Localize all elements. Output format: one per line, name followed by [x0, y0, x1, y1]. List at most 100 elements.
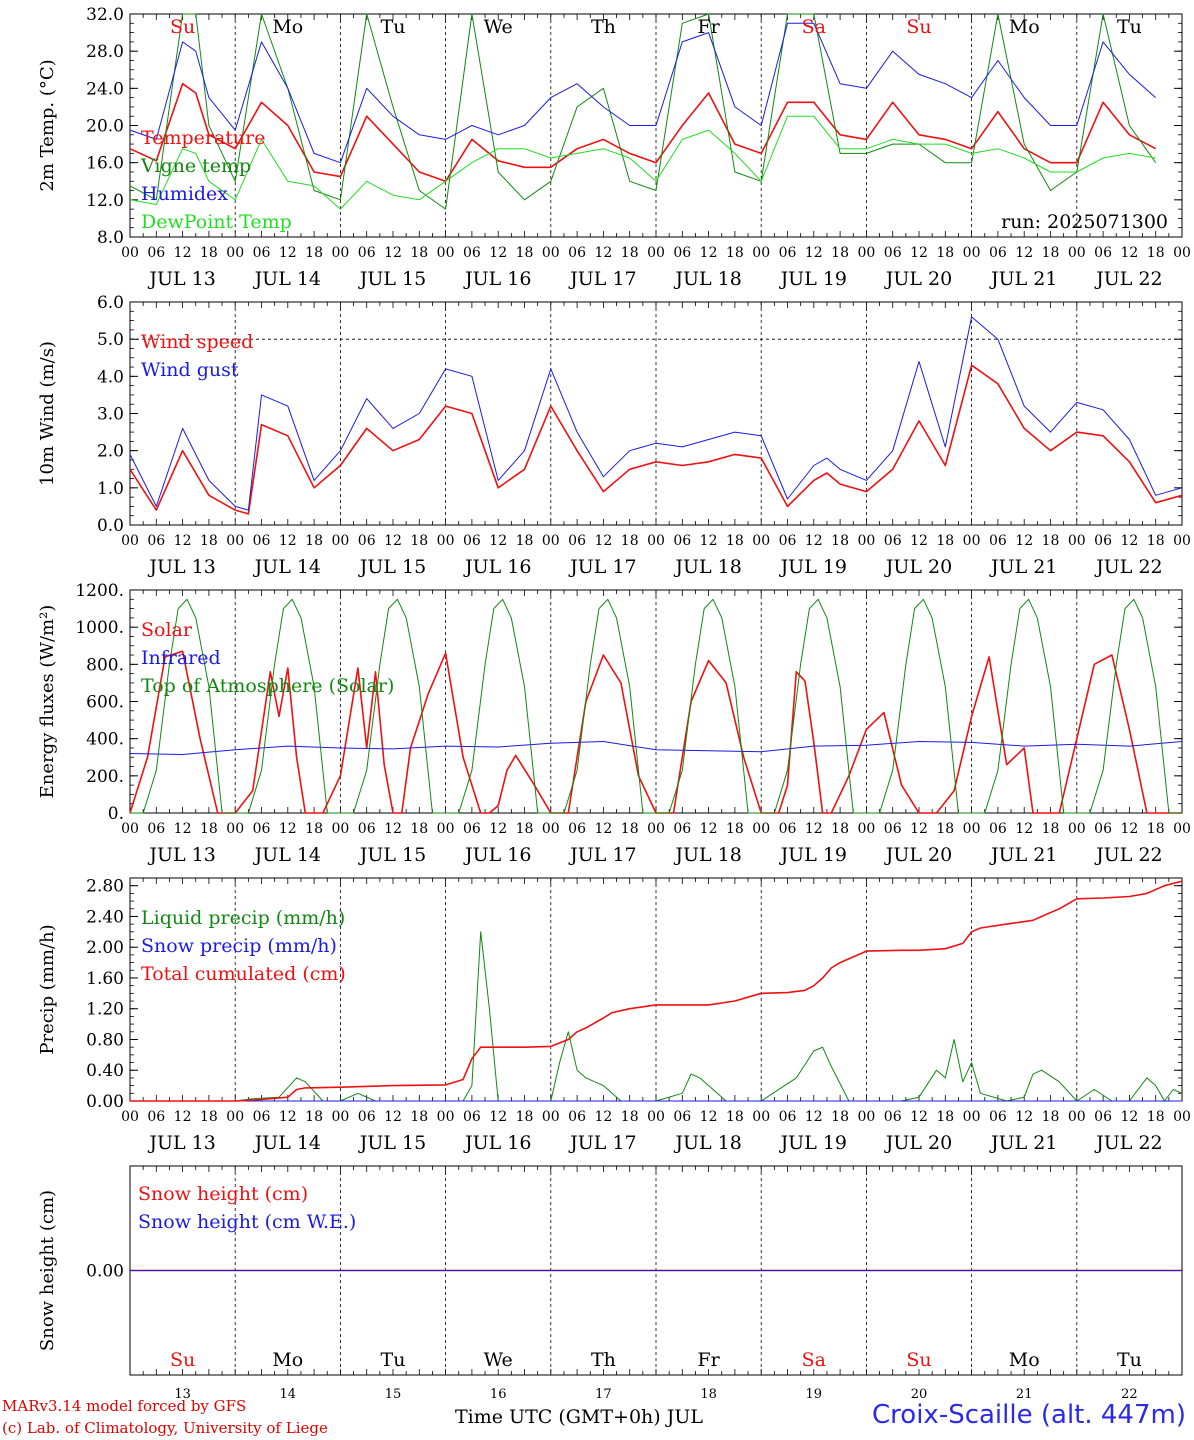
wind-hour-label: 12	[174, 533, 192, 549]
temperature-hour-label: 06	[1094, 245, 1112, 261]
precip-hour-label: 12	[174, 1109, 192, 1125]
temperature-hour-label: 12	[805, 245, 823, 261]
precip-hour-label: 06	[1094, 1109, 1112, 1125]
temperature-legend-item: Temperature	[141, 127, 265, 149]
energy-ytick-label: 400.	[86, 730, 124, 750]
precip-hour-label: 18	[410, 1109, 428, 1125]
precip-hour-label: 18	[305, 1109, 323, 1125]
temperature-hour-label: 00	[331, 245, 349, 261]
temperature-hour-label: 18	[831, 245, 849, 261]
wind-frame	[129, 301, 1183, 526]
run-label: run: 2025071300	[1001, 211, 1168, 233]
temperature-hour-label: 00	[857, 245, 875, 261]
wind-hour-label: 18	[621, 533, 639, 549]
energy-hour-label: 00	[752, 821, 770, 837]
precip-hour-label: 18	[1147, 1109, 1165, 1125]
temperature-hour-label: 06	[568, 245, 586, 261]
temperature-ytick-label: 32.0	[86, 5, 124, 25]
energy-hour-label: 06	[358, 821, 376, 837]
wind-ytick-label: 6.0	[97, 293, 124, 313]
wind-hour-label: 06	[568, 533, 586, 549]
snow-weekday-label: Fr	[697, 1349, 720, 1371]
wind-date-label: JUL 18	[673, 556, 741, 578]
temperature-date-label: JUL 19	[779, 268, 847, 290]
wind-hour-label: 00	[331, 533, 349, 549]
precip-hour-label: 06	[463, 1109, 481, 1125]
precip-hour-label: 06	[884, 1109, 902, 1125]
temperature-hour-label: 12	[594, 245, 612, 261]
precip-hour-label: 00	[647, 1109, 665, 1125]
temperature-weekday-label: Su	[906, 16, 931, 38]
wind-legend-item: Wind gust	[141, 359, 239, 381]
snow-ylabel: Snow height (cm)	[37, 1190, 58, 1351]
energy-hour-label: 12	[279, 821, 297, 837]
temperature-weekday-label: Th	[591, 16, 616, 38]
energy-series-solar	[129, 650, 1182, 814]
temperature-legend-item: DewPoint Temp	[141, 211, 292, 233]
wind-date-label: JUL 13	[147, 556, 215, 578]
energy-ytick-label: 0.	[108, 804, 124, 824]
temperature-hour-label: 12	[384, 245, 402, 261]
precip-ytick-label: 1.20	[86, 1000, 124, 1020]
precip-hour-label: 06	[147, 1109, 165, 1125]
temperature-hour-label: 00	[437, 245, 455, 261]
precip-hour-label: 12	[910, 1109, 928, 1125]
panel-wind: 10m Wind (m/s)	[37, 301, 1183, 526]
precip-hour-label: 12	[700, 1109, 718, 1125]
wind-hour-label: 12	[700, 533, 718, 549]
wind-legend-item: Wind speed	[141, 331, 253, 353]
wind-date-label: JUL 22	[1094, 556, 1162, 578]
precip-hour-label: 06	[568, 1109, 586, 1125]
temperature-hour-label: 00	[226, 245, 244, 261]
wind-ytick-label: 4.0	[97, 367, 124, 387]
temperature-date-label: JUL 18	[673, 268, 741, 290]
wind-ytick-label: 2.0	[97, 442, 124, 462]
snow-weekday-label: Su	[906, 1349, 931, 1371]
temperature-date-label: JUL 13	[147, 268, 215, 290]
wind-hour-label: 06	[253, 533, 271, 549]
energy-date-label: JUL 21	[989, 844, 1057, 866]
temperature-hour-label: 06	[779, 245, 797, 261]
precip-date-label: JUL 21	[989, 1132, 1057, 1154]
snow-day-number: 13	[174, 1387, 191, 1400]
temperature-hour-label: 18	[516, 245, 534, 261]
wind-hour-label: 00	[647, 533, 665, 549]
temperature-hour-label: 18	[621, 245, 639, 261]
wind-hour-label: 12	[805, 533, 823, 549]
wind-hour-label: 00	[226, 533, 244, 549]
precip-series-total-cumulated-cm-	[130, 880, 1183, 1102]
precip-hour-label: 12	[279, 1109, 297, 1125]
temperature-hour-label: 06	[989, 245, 1007, 261]
credit-model: MARv3.14 model forced by GFS	[2, 1397, 247, 1415]
precip-hour-label: 12	[1120, 1109, 1138, 1125]
energy-hour-label: 12	[489, 821, 507, 837]
temperature-hour-label: 18	[410, 245, 428, 261]
temperature-hour-label: 12	[910, 245, 928, 261]
energy-hour-label: 00	[1068, 821, 1086, 837]
wind-date-label: JUL 20	[884, 556, 952, 578]
energy-date-label: JUL 20	[884, 844, 952, 866]
precip-hour-label: 06	[989, 1109, 1007, 1125]
snow-weekday-label: Th	[591, 1349, 616, 1371]
precip-ytick-label: 0.80	[86, 1030, 124, 1050]
wind-hour-label: 12	[594, 533, 612, 549]
energy-hour-label: 12	[1015, 821, 1033, 837]
energy-hour-label: 00	[647, 821, 665, 837]
temperature-hour-label: 00	[1173, 245, 1191, 261]
snow-day-number: 14	[280, 1387, 297, 1400]
precip-hour-label: 12	[1015, 1109, 1033, 1125]
temperature-hour-label: 18	[305, 245, 323, 261]
precip-hour-label: 12	[805, 1109, 823, 1125]
precip-hour-label: 00	[226, 1109, 244, 1125]
energy-hour-label: 18	[1147, 821, 1165, 837]
wind-hour-label: 18	[1042, 533, 1060, 549]
precip-hour-label: 00	[121, 1109, 139, 1125]
energy-hour-label: 06	[779, 821, 797, 837]
temperature-series-dewpoint-temp	[129, 115, 1156, 210]
temperature-hour-label: 00	[1068, 245, 1086, 261]
precip-hour-label: 18	[1042, 1109, 1060, 1125]
snow-day-number: 20	[911, 1387, 928, 1400]
wind-hour-label: 18	[936, 533, 954, 549]
temperature-hour-label: 06	[884, 245, 902, 261]
energy-hour-label: 12	[594, 821, 612, 837]
